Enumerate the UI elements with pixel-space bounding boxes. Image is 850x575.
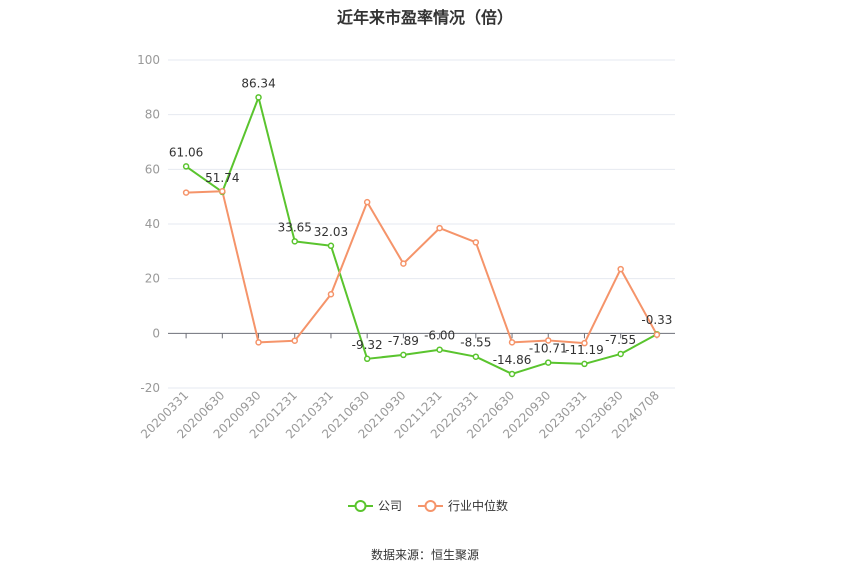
data-label: -10.71 — [529, 342, 568, 356]
y-tick-label: 40 — [145, 217, 160, 231]
data-label: -11.19 — [565, 343, 604, 357]
series-points — [182, 94, 661, 378]
legend-label: 公司 — [378, 499, 402, 513]
y-tick-label: 0 — [152, 326, 160, 340]
industry-median-point — [545, 337, 552, 344]
company-point — [545, 359, 552, 366]
data-label: -14.86 — [493, 353, 532, 367]
data-label: -8.55 — [460, 336, 491, 350]
data-label: -9.32 — [352, 338, 383, 352]
legend-item-company[interactable]: 公司 — [348, 499, 402, 513]
company-point — [182, 163, 190, 170]
source-note: 数据来源：恒生聚源 — [370, 548, 479, 562]
legend-swatch-marker — [424, 500, 437, 512]
company-point — [508, 370, 516, 378]
y-tick-label: 80 — [145, 108, 160, 122]
data-label: -7.55 — [605, 333, 636, 347]
company-point — [291, 238, 298, 245]
company-point — [255, 94, 262, 101]
industry-median-point — [182, 189, 190, 196]
y-tick-label: 60 — [145, 162, 160, 176]
company-line — [185, 96, 658, 375]
series-lines — [185, 96, 658, 375]
company-point — [436, 346, 443, 353]
data-label: 61.06 — [169, 145, 203, 159]
industry-median-point — [472, 239, 480, 246]
grid — [168, 59, 675, 389]
industry-median-point — [327, 290, 335, 298]
industry-median-line — [186, 190, 658, 345]
data-label: 32.03 — [314, 225, 348, 239]
legend[interactable]: 公司 行业中位数 — [348, 498, 508, 513]
data-label: 51.74 — [205, 171, 239, 185]
company-point — [617, 350, 624, 358]
industry-median-point — [400, 260, 407, 267]
data-label: -7.89 — [388, 334, 419, 348]
data-label: 86.34 — [241, 76, 275, 90]
industry-median-point — [508, 339, 516, 346]
y-tick-label: 20 — [145, 272, 160, 286]
industry-median-point — [291, 337, 298, 344]
industry-median-point — [255, 339, 262, 346]
y-tick-label: 100 — [137, 53, 160, 67]
company-point — [472, 353, 480, 360]
industry-median-point — [363, 198, 371, 206]
legend-item-industry-median[interactable]: 行业中位数 — [418, 498, 508, 513]
company-point — [327, 242, 335, 250]
y-tick-label: -20 — [140, 381, 160, 395]
legend-label: 行业中位数 — [448, 498, 508, 513]
industry-median-point — [617, 265, 624, 273]
y-axis: 100 80 60 40 20 0 -20 — [137, 53, 160, 395]
data-label: -0.33 — [641, 313, 672, 327]
industry-median-point — [219, 187, 226, 195]
company-point — [400, 351, 407, 359]
legend-swatch-marker — [354, 500, 367, 512]
data-label: 33.65 — [278, 220, 312, 234]
data-label: -6.00 — [424, 329, 455, 343]
industry-median-point — [581, 339, 588, 347]
chart-title: 近年来市盈率情况（倍） — [336, 8, 513, 27]
company-point — [581, 360, 588, 368]
industry-median-point — [436, 224, 443, 232]
industry-median-point — [653, 331, 661, 338]
company-point — [363, 355, 371, 363]
